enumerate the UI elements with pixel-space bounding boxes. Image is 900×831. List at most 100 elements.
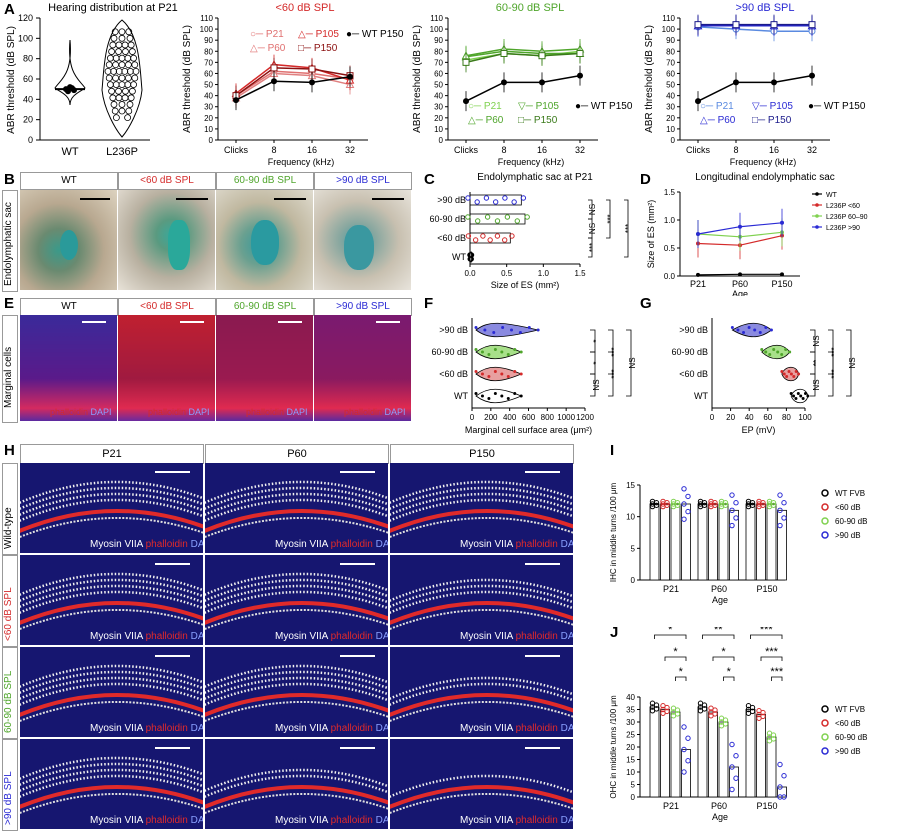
panel-b-header-60-90: 60-90 dB SPL [216, 172, 314, 190]
j-sig-label: *** [765, 646, 779, 658]
violin-l236p-point [104, 67, 112, 75]
abr1-legend: ○─ P21 △─ P60 [250, 28, 285, 56]
abr1-legend-p60: P60 [267, 43, 286, 54]
bar-legend-marker [821, 747, 829, 755]
violin-l236p-point [118, 61, 126, 69]
bar-point [781, 515, 787, 521]
violin-l236p-point [118, 81, 126, 88]
hv-point [794, 370, 798, 373]
abr3-legend-c: ●─ WT P150 [808, 100, 865, 114]
c-point [480, 233, 486, 239]
abr2-legend-p60: P60 [485, 115, 504, 126]
hv-sig-bracket [828, 351, 834, 397]
abr-xtick-label: Clicks [686, 145, 710, 155]
hv-point [780, 353, 784, 356]
violin-l236p-point [125, 28, 133, 36]
ohc-row [205, 682, 388, 706]
violin-l236p-point [115, 67, 123, 75]
bar-xlabel: Age [712, 595, 728, 605]
hv-point [518, 331, 522, 334]
violin-l236p-point [108, 48, 115, 55]
abr-ytick-label: 40 [434, 92, 443, 101]
ohc-row [20, 676, 203, 700]
bar-legend-label: WT FVB [835, 705, 865, 714]
hair-cell-arcs [205, 463, 388, 553]
violin-l236p-point [127, 41, 135, 49]
d-xtick-label: P150 [771, 279, 792, 289]
bar-point [681, 516, 687, 522]
panel-e-header-wt: WT [20, 298, 118, 316]
hair-cell-caption: Myosin VIIA phalloidin DAPI [275, 631, 388, 642]
violin-l236p-point [111, 107, 119, 115]
abr-xtick-label: 32 [345, 145, 355, 155]
panel-c-title: Endolymphatic sac at P21 [477, 172, 593, 183]
violin-title: Hearing distribution at P21 [48, 2, 178, 14]
panel-label-h: H [4, 442, 15, 459]
hv-point [769, 328, 773, 332]
phalloidin-band [390, 692, 573, 717]
bar-point [766, 498, 773, 505]
bar-point [729, 786, 735, 793]
panel-b-row-label: Endolymphatic sac [3, 202, 14, 286]
abr2-legend-marker-p105: ▽─ [518, 101, 533, 112]
phalloidin-band [20, 600, 203, 625]
c-xtick-label: 1.5 [574, 269, 586, 278]
hair-cell-arcs [205, 739, 388, 829]
abr-title-60-90: 60-90 dB SPL [495, 2, 565, 14]
bar-point [756, 498, 762, 505]
dapi-background [20, 739, 203, 829]
bar-legend-marker [821, 489, 829, 497]
abr-ytick-label: 60 [204, 69, 213, 78]
panel-label-b: B [4, 171, 15, 188]
abr2-legend-marker-p21: ○─ [468, 101, 482, 112]
hair-cell-caption: Myosin VIIA phalloidin DAPI [90, 723, 203, 734]
dapi-background [205, 555, 388, 645]
j-sig-label: *** [770, 666, 784, 678]
abr-ytick-label: 0 [439, 136, 444, 145]
phalloidin-band [205, 508, 388, 533]
ihc-row [390, 792, 573, 815]
violin-l236p-point [118, 34, 126, 42]
caption-myosin: Myosin VIIA [275, 723, 331, 734]
caption-myosin: Myosin VIIA [275, 539, 331, 550]
es-sac-stain-60-90 [251, 220, 279, 265]
abr3-legend-b: ▽─ P105 □─ P150 [752, 100, 793, 128]
j-sig-bracket [675, 676, 687, 681]
violin-ytick-label: 80 [23, 54, 33, 64]
hv-point [501, 326, 505, 329]
hv-sig-bracket [626, 329, 632, 397]
bar-point [681, 724, 687, 730]
abr-ytick-label: 70 [204, 58, 213, 67]
abr-xtick-label: 8 [733, 145, 738, 155]
bar-point [777, 761, 783, 768]
panel-i-chart: 0 5 10 15 IHC in middle turns /100 μm P21 P60 P… [609, 481, 867, 605]
ohc-row [20, 492, 203, 516]
ohc-row [20, 762, 203, 786]
abr3-legend-marker-p150: □─ [752, 115, 766, 126]
phalloidin-band [205, 784, 388, 809]
hair-cell-photo: Myosin VIIA phalloidin DAPI [205, 463, 388, 553]
phalloidin-band [20, 508, 203, 533]
bar-xtick-label: P60 [711, 584, 727, 594]
abr-ytick-label: 70 [434, 58, 443, 67]
bar [766, 736, 777, 798]
j-sig-bracket [760, 656, 783, 661]
hv-point [513, 370, 517, 373]
c-point [483, 195, 490, 201]
bar [756, 714, 766, 798]
bar-point [670, 705, 677, 711]
marginal-caption-b-60-90: DAPI [286, 407, 308, 417]
hair-cell-photo: Myosin VIIA phalloidin DAPI [390, 555, 573, 645]
violin-l236p-point [122, 48, 129, 55]
abr2-legend-c: ●─ WT P150 [575, 100, 632, 114]
marginal-photo-wt: phalloidin DAPI [20, 315, 117, 421]
ihc-row [205, 516, 388, 539]
hair-cell-caption: Myosin VIIA phalloidin DAPI [275, 723, 388, 734]
bar [729, 509, 739, 581]
violin-l236p-point [126, 67, 134, 75]
bar-ytick-label: 5 [631, 544, 636, 553]
abr3-legend-marker-wt: ●─ [808, 101, 822, 112]
hv-xtick-label: 80 [782, 413, 791, 422]
abr-ytick-label: 60 [666, 69, 675, 78]
violin-l236p-point [130, 54, 138, 62]
